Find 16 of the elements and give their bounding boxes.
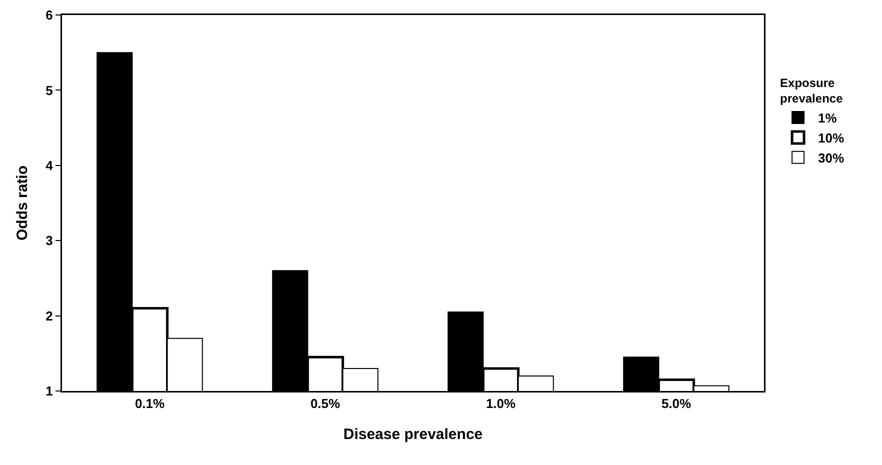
legend-title: Exposure prevalence [780, 76, 844, 106]
y-tick-label: 1 [46, 384, 53, 399]
legend-label: 10% [818, 130, 844, 146]
y-tick-label: 2 [46, 308, 53, 324]
x-tick-label: 0.5% [310, 396, 340, 412]
y-tick-label: 5 [46, 82, 53, 98]
legend-label: 1% [818, 110, 838, 126]
legend-label: 30% [818, 150, 844, 166]
x-tick-label: 1.0% [486, 396, 516, 412]
y-tick-label: 6 [46, 8, 53, 23]
x-tick-label: 5.0% [661, 396, 692, 412]
y-tick-label: 4 [46, 158, 54, 173]
y-tick-label: 3 [46, 233, 53, 248]
x-tick-label: 0.1% [134, 396, 165, 412]
x-axis-title: Disease prevalence [343, 426, 483, 443]
y-axis-title: Odds ratio [14, 165, 32, 241]
